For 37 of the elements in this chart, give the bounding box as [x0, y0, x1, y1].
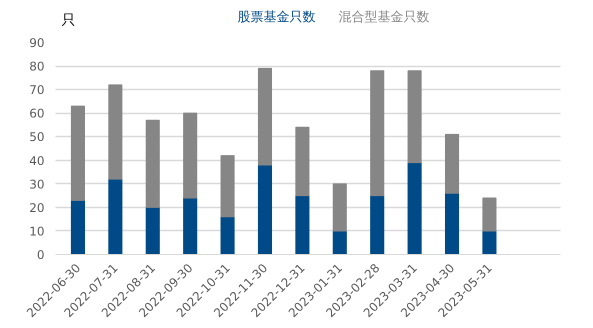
bar [108, 178, 122, 254]
bar [183, 112, 198, 198]
bar [146, 206, 160, 254]
bar [220, 155, 235, 218]
y-tick-label: 70 [29, 83, 45, 98]
bar [295, 195, 310, 254]
bar [70, 200, 85, 254]
bar [444, 134, 460, 194]
bar [482, 230, 496, 254]
y-tick-label: 0 [36, 248, 45, 262]
bar [444, 192, 460, 254]
bar [258, 68, 272, 166]
bar [408, 162, 422, 254]
y-tick-label: 30 [29, 177, 45, 192]
y-axis-title: 只 [62, 12, 76, 28]
y-tick-label: 90 [29, 36, 45, 50]
bar [482, 197, 496, 232]
bar [370, 195, 384, 254]
bar [332, 230, 347, 254]
y-tick-label: 50 [29, 130, 45, 144]
text: 股票基金只数 [237, 10, 316, 25]
text: 混合型基金只数 [338, 10, 430, 25]
y-tick-label: 60 [29, 106, 45, 121]
y-tick-label: 40 [29, 154, 45, 168]
bar [332, 183, 347, 232]
y-tick-label: 10 [29, 224, 45, 238]
bar [146, 120, 160, 208]
y-tick-label: 80 [29, 60, 45, 74]
bar [220, 216, 235, 254]
bar [370, 70, 384, 196]
bar [183, 197, 198, 254]
bar [408, 70, 422, 164]
bar [295, 126, 310, 196]
bar [70, 106, 85, 201]
bar [258, 164, 272, 254]
bar [108, 84, 122, 180]
y-tick-label: 20 [29, 200, 45, 215]
